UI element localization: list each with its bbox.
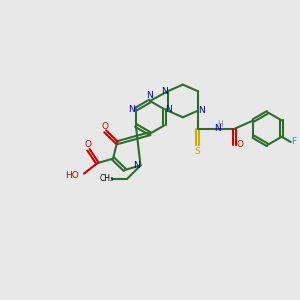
Text: F: F [291,137,296,146]
Text: O: O [237,140,244,149]
Text: S: S [195,147,201,156]
Text: N: N [128,105,135,114]
Text: O: O [102,122,109,131]
Text: N: N [133,161,140,170]
Text: O: O [85,140,92,149]
Text: N: N [214,124,221,133]
Text: H: H [217,120,223,129]
Text: N: N [161,87,168,96]
Text: N: N [147,91,153,100]
Text: HO: HO [65,171,79,180]
Text: CH₃: CH₃ [99,174,113,183]
Text: N: N [198,106,205,115]
Text: N: N [165,105,172,114]
